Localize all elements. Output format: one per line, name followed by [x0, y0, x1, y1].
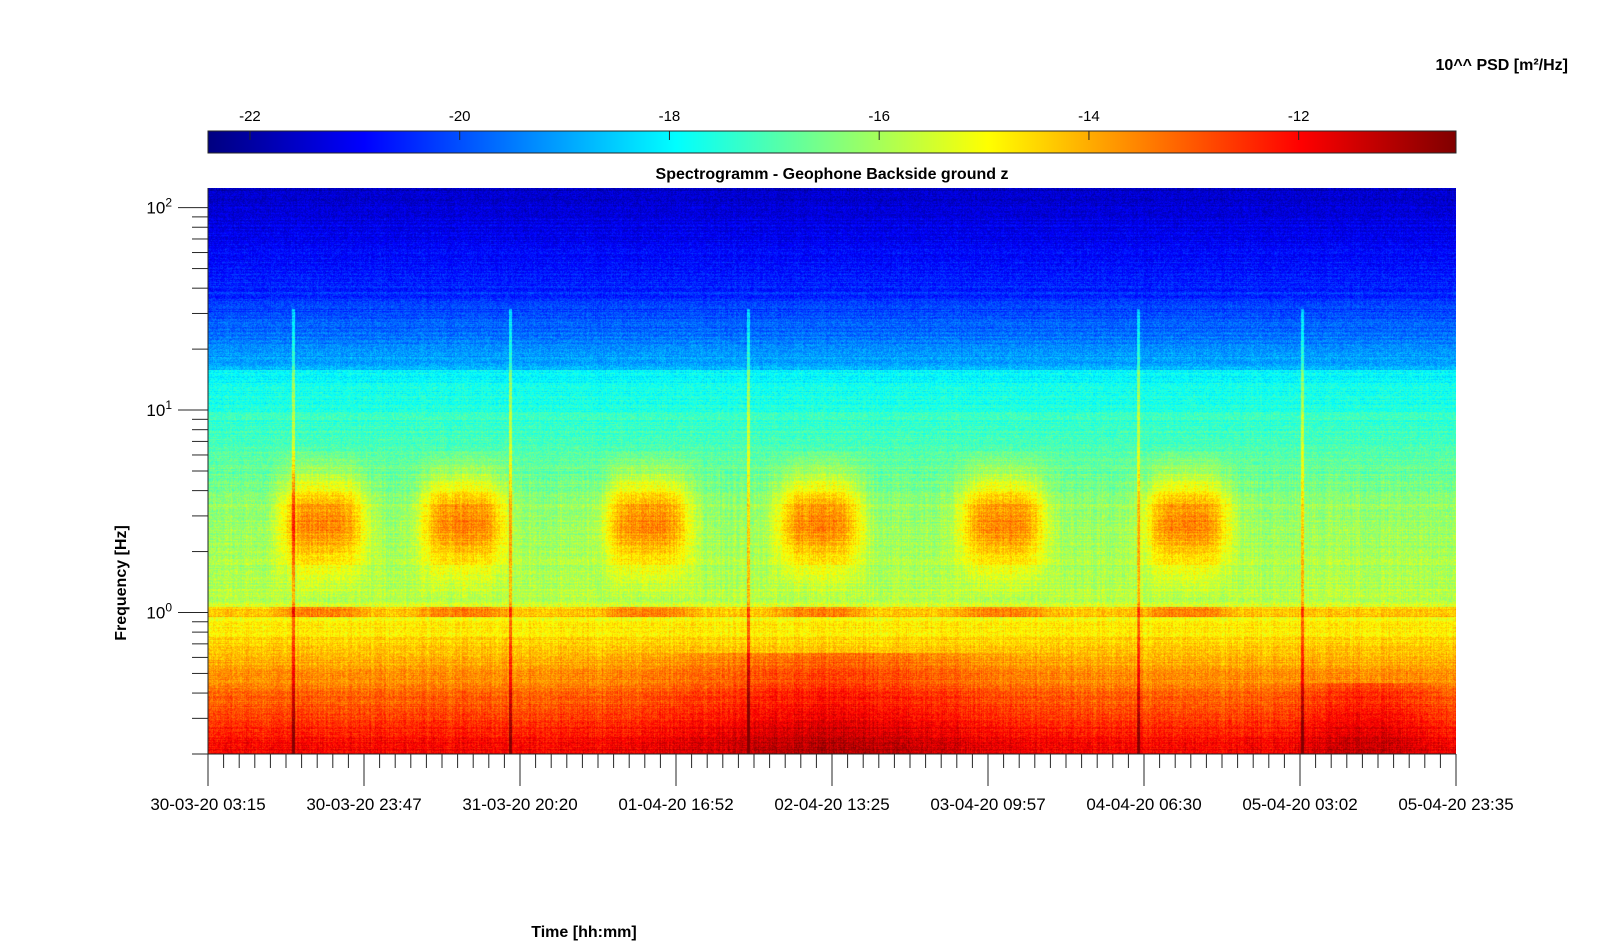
- y-tick-label: 102: [146, 196, 172, 218]
- y-tick-label: 101: [146, 398, 172, 420]
- colorbar-tick-label: -12: [1288, 108, 1310, 125]
- colorbar-tick-label: -14: [1078, 108, 1100, 125]
- x-tick-label: 01-04-20 16:52: [618, 795, 733, 814]
- y-tick-label: 100: [146, 601, 172, 623]
- x-tick-label: 05-04-20 23:35: [1398, 795, 1513, 814]
- x-tick-label: 30-03-20 03:15: [150, 795, 265, 814]
- x-tick-label: 31-03-20 20:20: [462, 795, 577, 814]
- colorbar-tick-label: -20: [449, 108, 471, 125]
- y-axis-ticks: 100 101 102: [146, 196, 208, 755]
- x-tick-label: 03-04-20 09:57: [930, 795, 1045, 814]
- colorbar-strip: [207, 130, 1457, 154]
- colorbar-tick-label: -22: [239, 108, 261, 125]
- x-axis-ticks: 30-03-20 03:15 30-03-20 23:47 31-03-20 20:…: [150, 754, 1514, 814]
- x-axis-label: Time [hh:mm]: [531, 924, 636, 941]
- x-tick-label: 30-03-20 23:47: [306, 795, 421, 814]
- colorbar-tick-label: -16: [868, 108, 890, 125]
- heatmap-image: [208, 188, 1456, 754]
- colorbar-ticks: -22 -20 -18 -16 -14 -12: [239, 108, 1310, 140]
- x-tick-label: 02-04-20 13:25: [774, 795, 889, 814]
- colorbar-tick-label: -18: [659, 108, 681, 125]
- colorbar-label: 10^^ PSD [m²/Hz]: [1436, 57, 1568, 74]
- y-axis-label: Frequency [Hz]: [113, 525, 130, 641]
- chart-title: Spectrogramm - Geophone Backside ground …: [656, 166, 1009, 183]
- x-tick-label: 05-04-20 03:02: [1242, 795, 1357, 814]
- x-tick-label: 04-04-20 06:30: [1086, 795, 1201, 814]
- colorbar: -22 -20 -18 -16 -14 -12: [207, 108, 1457, 154]
- plot-area: 100 101 102 30-03-20 03:15 30-03-20 23:47 31…: [146, 188, 1514, 814]
